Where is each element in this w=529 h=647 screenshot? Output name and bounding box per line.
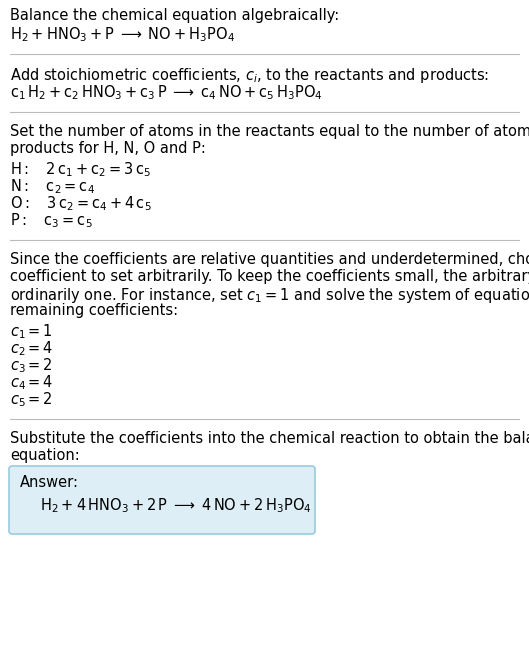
Text: $c_1 = 1$: $c_1 = 1$ (10, 322, 53, 341)
Text: products for H, N, O and P:: products for H, N, O and P: (10, 141, 206, 156)
FancyBboxPatch shape (9, 466, 315, 534)
Text: $c_2 = 4$: $c_2 = 4$ (10, 339, 53, 358)
Text: Add stoichiometric coefficients, $c_i$, to the reactants and products:: Add stoichiometric coefficients, $c_i$, … (10, 66, 489, 85)
Text: $c_5 = 2$: $c_5 = 2$ (10, 390, 53, 409)
Text: remaining coefficients:: remaining coefficients: (10, 303, 178, 318)
Text: $\mathrm{O:\quad 3\,c_2 = c_4 + 4\,c_5}$: $\mathrm{O:\quad 3\,c_2 = c_4 + 4\,c_5}$ (10, 194, 152, 213)
Text: $\mathrm{P:\quad c_3 = c_5}$: $\mathrm{P:\quad c_3 = c_5}$ (10, 211, 93, 230)
Text: $\mathrm{H:\quad 2\,c_1 + c_2 = 3\,c_5}$: $\mathrm{H:\quad 2\,c_1 + c_2 = 3\,c_5}$ (10, 160, 151, 179)
Text: Set the number of atoms in the reactants equal to the number of atoms in the: Set the number of atoms in the reactants… (10, 124, 529, 139)
Text: coefficient to set arbitrarily. To keep the coefficients small, the arbitrary va: coefficient to set arbitrarily. To keep … (10, 269, 529, 284)
Text: Answer:: Answer: (20, 475, 79, 490)
Text: equation:: equation: (10, 448, 80, 463)
Text: $\mathrm{c_1\,H_2 + c_2\,HNO_3 + c_3\,P \;\longrightarrow\; c_4\,NO + c_5\,H_3PO: $\mathrm{c_1\,H_2 + c_2\,HNO_3 + c_3\,P … (10, 83, 323, 102)
Text: ordinarily one. For instance, set $c_1 = 1$ and solve the system of equations fo: ordinarily one. For instance, set $c_1 =… (10, 286, 529, 305)
Text: $c_3 = 2$: $c_3 = 2$ (10, 356, 53, 375)
Text: Balance the chemical equation algebraically:: Balance the chemical equation algebraica… (10, 8, 339, 23)
Text: $c_4 = 4$: $c_4 = 4$ (10, 373, 53, 391)
Text: $\mathrm{N:\quad c_2 = c_4}$: $\mathrm{N:\quad c_2 = c_4}$ (10, 177, 95, 195)
Text: $\mathrm{H_2 + HNO_3 + P \;\longrightarrow\; NO + H_3PO_4}$: $\mathrm{H_2 + HNO_3 + P \;\longrightarr… (10, 25, 235, 44)
Text: Since the coefficients are relative quantities and underdetermined, choose a: Since the coefficients are relative quan… (10, 252, 529, 267)
Text: Substitute the coefficients into the chemical reaction to obtain the balanced: Substitute the coefficients into the che… (10, 431, 529, 446)
Text: $\mathrm{H_2 + 4\,HNO_3 + 2\,P \;\longrightarrow\; 4\,NO + 2\,H_3PO_4}$: $\mathrm{H_2 + 4\,HNO_3 + 2\,P \;\longri… (40, 496, 312, 515)
